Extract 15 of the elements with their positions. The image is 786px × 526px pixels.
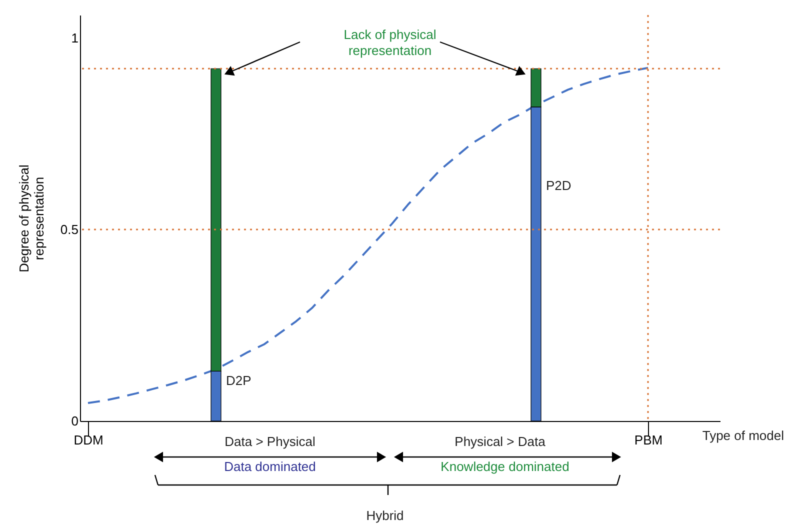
x-axis-title: Type of model — [702, 428, 784, 443]
x-tick-label: DDM — [74, 432, 104, 448]
text: Hybrid — [366, 508, 404, 523]
y-tick-label: 0.5 — [60, 222, 78, 237]
text: Physical > Data — [454, 434, 546, 449]
annotation: D2P — [226, 373, 252, 388]
text: Data > Physical — [224, 434, 316, 449]
x-tick-label: PBM — [634, 432, 663, 448]
y-tick-label: 0 — [71, 414, 78, 428]
annotation: Lack of physical representation — [344, 27, 436, 58]
y-axis-title: Degree of physical representation — [16, 164, 46, 272]
text: Data dominated — [224, 459, 316, 474]
annotation: P2D — [546, 178, 572, 193]
text: Knowledge dominated — [440, 459, 570, 474]
y-tick-label: 1 — [71, 30, 78, 46]
